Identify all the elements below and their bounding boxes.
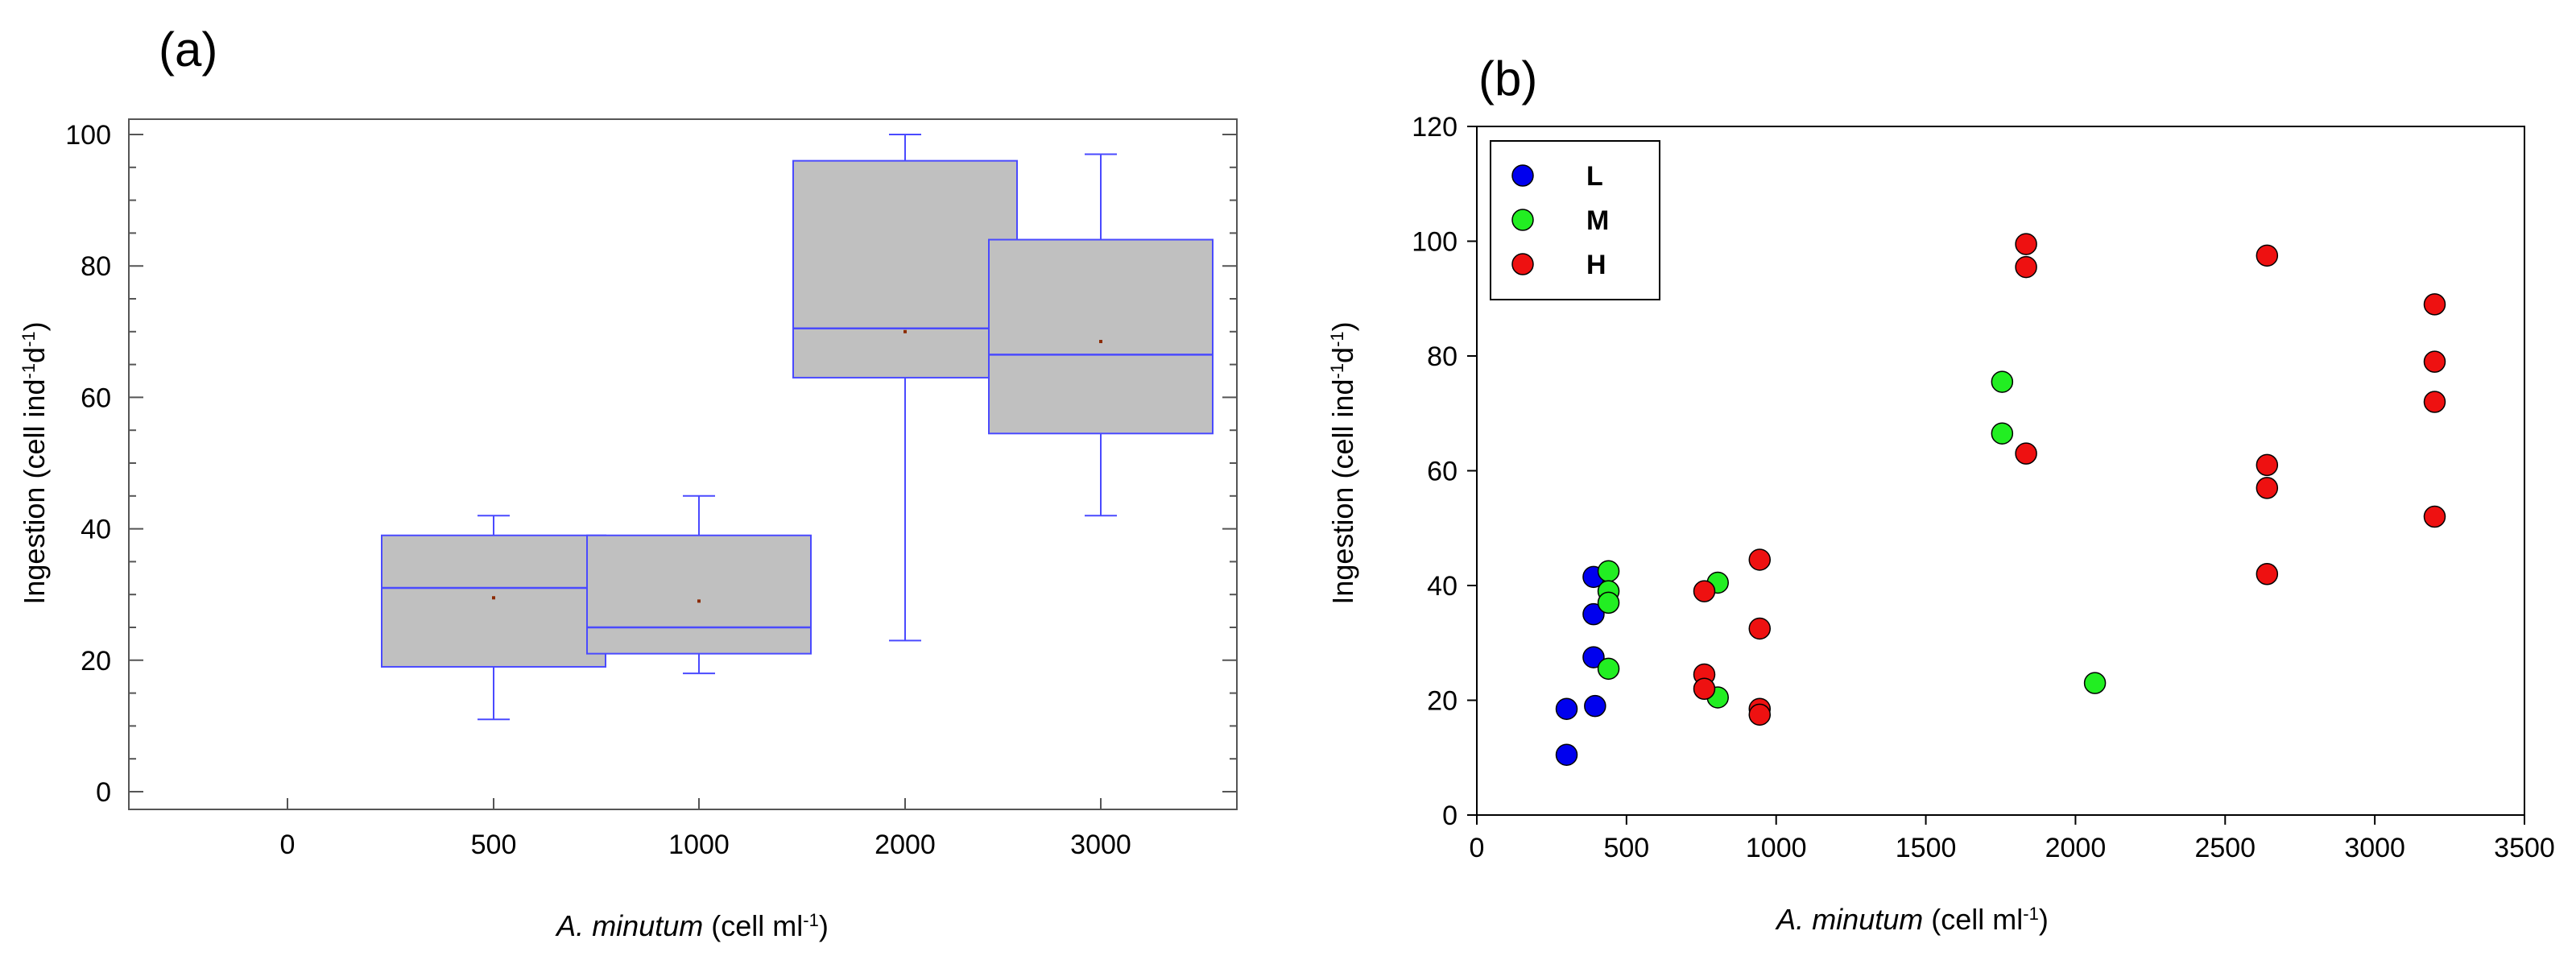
point-L [1582,602,1605,626]
point-H [2256,563,2279,586]
boxes-a [381,134,1214,721]
mean-marker [903,329,907,333]
point-L [1582,646,1605,668]
point-H [1693,677,1716,700]
plot-frame-a [128,118,1238,810]
panel-label-b: (b) [1478,52,1537,106]
x-axis-title-a: A. minutum (cell ml-1) [555,909,829,942]
box-iqr [988,238,1214,435]
mean-marker [697,599,701,603]
x-tick-label-a: 3000 [1070,830,1131,860]
panel-label-a: (a) [159,23,217,77]
point-M [1991,422,2014,445]
x-tick-label-a: 1000 [668,830,730,860]
point-H [2423,391,2446,413]
y-tick-label-b: 20 [1427,686,1458,717]
point-H [1693,580,1716,602]
y-tick-label-b: 120 [1412,112,1458,143]
legend-b: LMH [1490,140,1660,300]
y-axis-title-a: Ingestion (cell ind-1d-1) [18,321,51,604]
x-tick-label-b: 2000 [2045,833,2107,863]
x-tick-label-b: 0 [1470,833,1485,863]
y-tick-label-a: 80 [81,251,111,282]
x-tick-label-a: 500 [471,830,517,860]
legend-marker-L [1511,164,1534,187]
x-tick-labels-a: 0 500 1000 2000 3000 [280,798,1131,860]
mean-marker [1099,340,1102,344]
point-H [2256,477,2279,499]
point-H [2015,233,2037,255]
point-H [2423,293,2446,316]
legend-marker-H [1511,253,1534,275]
y-tick-label-a: 60 [81,383,111,413]
x-tick-label-a: 2000 [875,830,936,860]
box-plot-panel-a: 0 20 40 60 80 100 0 500 1000 2000 3000 Ingestion … [18,118,1238,942]
x-tick-label-b: 2500 [2194,833,2256,863]
point-H [2423,350,2446,373]
point-H [1748,548,1772,571]
y-tick-label-a: 40 [81,515,111,545]
y-tick-label-b: 80 [1427,341,1458,372]
point-H [2015,255,2037,279]
scatter-panel-b: 0 500 1000 1500 2000 2500 3000 3500 0 20 40 60 80 100… [1326,112,2555,936]
y-tick-label-a: 100 [65,120,111,151]
point-L [1555,743,1578,766]
box-iqr [586,534,812,655]
point-H [2256,244,2279,267]
point-H [2423,505,2446,528]
point-H [2015,442,2037,465]
legend-label-H: H [1586,250,1606,280]
x-tick-label-a: 0 [280,830,296,860]
point-H [1748,617,1772,640]
legend-marker-M [1511,209,1534,231]
x-tick-label-b: 500 [1603,833,1649,863]
point-L [1584,694,1606,718]
point-M [1597,591,1620,614]
point-M [1597,657,1620,681]
legend-label-L: L [1586,161,1603,192]
scatter-points-b [1555,233,2446,766]
x-tick-label-b: 3500 [2494,833,2555,863]
x-tick-label-b: 3000 [2344,833,2405,863]
x-tick-label-b: 1500 [1896,833,1957,863]
y-tick-label-a: 0 [96,777,111,808]
point-M [1991,370,2014,393]
point-M [2083,672,2107,694]
legend-label-M: M [1586,205,1609,236]
box-iqr [792,159,1018,379]
axis-ticks-b: 0 500 1000 1500 2000 2500 3000 3500 0 20 40 60 80 100… [1412,112,2555,863]
y-tick-label-a: 20 [81,646,111,677]
y-axis-ticks-a: 0 20 40 60 80 100 [65,120,1237,808]
y-axis-title-b: Ingestion (cell ind-1d-1) [1326,321,1359,604]
mean-marker [492,596,495,600]
y-tick-label-b: 40 [1427,571,1458,602]
y-tick-label-b: 100 [1412,227,1458,258]
y-tick-label-b: 0 [1442,801,1458,831]
point-L [1555,697,1578,720]
point-H [2256,453,2279,477]
x-axis-title-b: A. minutum (cell ml-1) [1775,903,2049,936]
point-M [1597,560,1620,582]
y-tick-label-b: 60 [1427,457,1458,487]
box-iqr [381,534,606,668]
point-H [1748,703,1772,726]
x-tick-label-b: 1000 [1746,833,1807,863]
